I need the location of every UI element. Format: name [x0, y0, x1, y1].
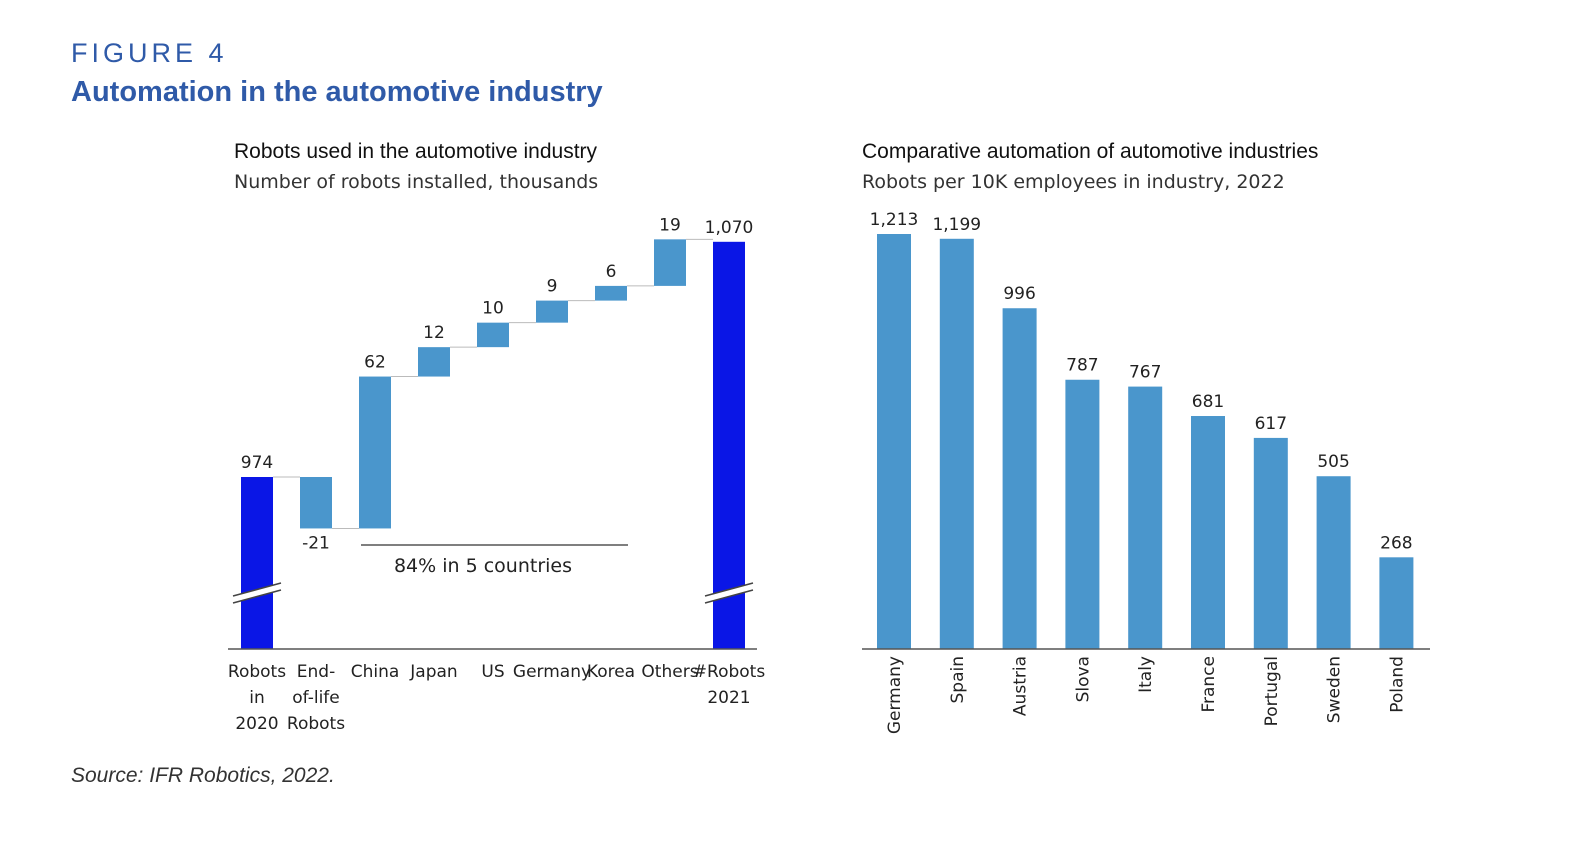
comparison-category-label-3: Slova	[1073, 656, 1093, 702]
comparison-value-label-4: 767	[1129, 363, 1161, 383]
waterfall-category-label-5-0: Germany	[513, 662, 591, 682]
waterfall-bar-1	[300, 477, 332, 529]
waterfall-value-label-6: 6	[606, 262, 617, 282]
axis-break-gap-8	[705, 583, 753, 603]
comparison-value-label-0: 1,213	[870, 210, 919, 230]
waterfall-category-label-1-1: of-life	[292, 688, 339, 708]
comparison-category-label-6: Portugal	[1262, 656, 1282, 726]
waterfall-bar-3	[418, 347, 450, 377]
comparison-category-label-0: Germany	[885, 656, 905, 734]
comparison-value-label-7: 505	[1317, 452, 1349, 472]
comparison-bar-5	[1191, 416, 1225, 649]
comparison-bar-8	[1379, 557, 1414, 649]
waterfall-bar-0	[241, 477, 273, 649]
comparison-bar-3	[1065, 379, 1100, 649]
waterfall-category-label-0-1: in	[249, 688, 265, 708]
comparison-category-label-8: Poland	[1387, 656, 1407, 713]
comparison-bar-6	[1253, 437, 1288, 649]
comparison-category-label-5: France	[1199, 656, 1219, 713]
waterfall-value-label-3: 12	[423, 323, 445, 343]
comparison-value-label-3: 787	[1066, 356, 1098, 376]
waterfall-bar-8	[713, 241, 745, 650]
comparison-value-label-1: 1,199	[932, 215, 981, 235]
axis-break-mark-a-8	[704, 582, 754, 597]
waterfall-category-label-7-0: Others	[641, 662, 698, 682]
waterfall-bar-6	[595, 285, 627, 301]
axis-break-mark-a-0	[232, 582, 282, 597]
axis-break-mark-b-8	[704, 589, 754, 604]
waterfall-value-label-0: 974	[241, 453, 273, 473]
waterfall-chart-subtitle: Number of robots installed, thousands	[234, 171, 599, 193]
comparison-category-label-4: Italy	[1136, 656, 1156, 693]
comparison-value-label-6: 617	[1255, 414, 1287, 434]
comparison-value-label-8: 268	[1380, 533, 1412, 553]
waterfall-category-label-0-2: 2020	[235, 714, 278, 734]
waterfall-bar-2	[359, 376, 391, 529]
axis-break-gap-0	[233, 583, 281, 603]
waterfall-value-label-1: -21	[302, 533, 330, 553]
figure-title: Automation in the automotive industry	[71, 76, 603, 108]
waterfall-category-label-0-0: Robots	[228, 662, 286, 682]
comparison-category-label-2: Austria	[1011, 656, 1031, 716]
comparison-bar-4	[1128, 386, 1163, 649]
comparison-value-label-2: 996	[1003, 284, 1035, 304]
waterfall-category-label-1-2: Robots	[287, 714, 345, 734]
waterfall-value-label-2: 62	[364, 353, 386, 373]
comparison-bar-2	[1002, 308, 1037, 649]
comparison-bar-1	[939, 238, 974, 649]
waterfall-bar-4	[477, 322, 509, 348]
waterfall-category-label-4-0: US	[481, 662, 504, 682]
comparison-bar-0	[877, 234, 911, 649]
waterfall-category-label-8-1: 2021	[707, 688, 750, 708]
source-note: Source: IFR Robotics, 2022.	[71, 764, 335, 787]
waterfall-category-label-1-0: End-	[297, 662, 335, 682]
comparison-bar-7	[1316, 476, 1351, 649]
waterfall-bar-5	[536, 300, 568, 323]
waterfall-bar-7	[654, 239, 686, 286]
comparison-value-label-5: 681	[1192, 392, 1224, 412]
waterfall-category-label-6-0: Korea	[587, 662, 635, 682]
waterfall-value-label-7: 19	[659, 215, 681, 235]
waterfall-value-label-8: 1,070	[705, 218, 754, 238]
waterfall-chart-title: Robots used in the automotive industry	[234, 140, 598, 163]
annotation-label: 84% in 5 countries	[394, 555, 572, 577]
waterfall-value-label-4: 10	[482, 299, 504, 319]
figure-label: FIGURE 4	[71, 38, 228, 68]
waterfall-category-label-3-0: Japan	[409, 662, 457, 682]
comparison-category-label-7: Sweden	[1325, 656, 1345, 723]
waterfall-category-label-2-0: China	[351, 662, 400, 682]
axis-break-mark-b-0	[232, 589, 282, 604]
comparison-category-label-1: Spain	[948, 656, 968, 704]
waterfall-value-label-5: 9	[547, 277, 558, 297]
comparison-chart-title: Comparative automation of automotive ind…	[862, 140, 1319, 163]
comparison-chart-subtitle: Robots per 10K employees in industry, 20…	[862, 171, 1285, 193]
waterfall-category-label-8-0: #Robots	[693, 662, 766, 682]
